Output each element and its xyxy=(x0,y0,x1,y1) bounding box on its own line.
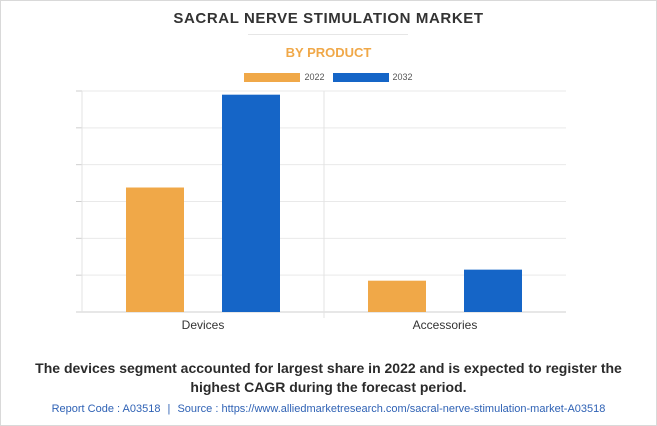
legend-swatch-2022 xyxy=(244,72,301,82)
legend-item-2032[interactable]: 2032 xyxy=(332,72,413,82)
source-link[interactable]: Source : https://www.alliedmarketresearc… xyxy=(177,403,606,415)
category-label-accessories: Accessories xyxy=(413,318,478,332)
category-label-devices: Devices xyxy=(182,318,225,332)
legend-item-2022[interactable]: 2022 xyxy=(244,72,325,82)
bar-devices-2032 xyxy=(222,94,280,312)
bars xyxy=(126,94,522,312)
legend-swatch-2032 xyxy=(332,72,389,82)
bar-accessories-2022 xyxy=(368,280,426,312)
legend-label-2032: 2032 xyxy=(392,72,413,82)
chart-subtitle: BY PRODUCT xyxy=(285,45,372,60)
chart-title: SACRAL NERVE STIMULATION MARKET xyxy=(173,10,484,27)
title-divider xyxy=(248,34,408,35)
bar-accessories-2032 xyxy=(464,269,522,312)
bar-chart: Devices Accessories xyxy=(76,90,566,332)
report-code: Report Code : A03518 xyxy=(51,403,161,415)
legend-label-2022: 2022 xyxy=(304,72,325,82)
category-labels: Devices Accessories xyxy=(182,318,478,332)
footer-separator: | xyxy=(167,403,171,415)
chart-legend: 2022 2032 xyxy=(0,72,657,82)
chart-caption: The devices segment accounted for larges… xyxy=(35,360,622,395)
bar-devices-2022 xyxy=(126,187,184,312)
source-footer: Report Code : A03518 | Source : https://… xyxy=(0,403,657,415)
